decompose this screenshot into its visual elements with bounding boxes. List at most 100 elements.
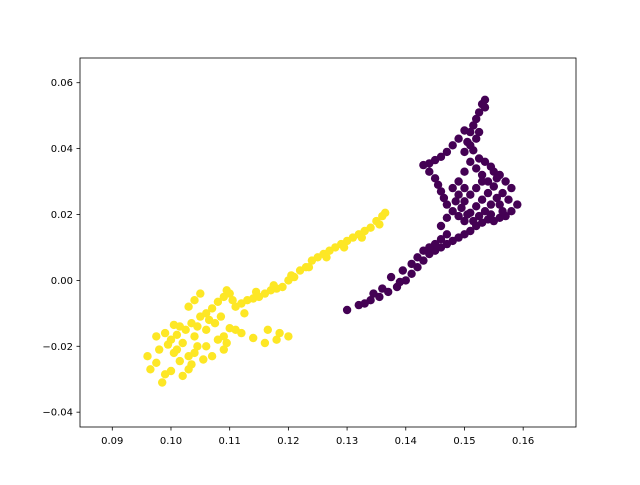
x-tick-label: 0.10 xyxy=(160,436,182,447)
scatter-point-s0-53 xyxy=(357,233,366,242)
scatter-point-s1-56 xyxy=(442,200,452,209)
scatter-point-s1-69 xyxy=(460,167,469,176)
scatter-point-s1-59 xyxy=(460,216,469,226)
x-axis-ticks: 0.09 0.10 0.11 0.12 0.13 0.14 0.15 0.16 xyxy=(101,427,534,447)
scatter-point-s0-93 xyxy=(219,332,228,341)
scatter-point-s0-67 xyxy=(275,328,284,338)
scatter-point-s1-109 xyxy=(480,103,490,112)
scatter-point-s1-0 xyxy=(342,305,352,315)
points-layer xyxy=(143,95,522,387)
x-tick-label: 0.09 xyxy=(101,436,123,447)
scatter-point-s0-52 xyxy=(375,220,384,229)
scatter-point-s1-96 xyxy=(407,259,416,269)
scatter-point-s1-88 xyxy=(486,210,496,219)
scatter-point-s1-27 xyxy=(498,188,507,198)
scatter-point-s1-44 xyxy=(454,134,463,143)
scatter-point-s0-24 xyxy=(228,296,237,305)
scatter-point-s0-19 xyxy=(207,304,217,313)
scatter-point-s1-65 xyxy=(483,177,493,186)
scatter-point-s0-89 xyxy=(152,332,161,341)
scatter-point-s1-63 xyxy=(483,188,493,198)
scatter-point-s1-45 xyxy=(448,141,457,150)
scatter-point-s1-74 xyxy=(466,190,475,199)
y-tick-label: 0.06 xyxy=(51,78,73,89)
y-tick-label: 0.02 xyxy=(51,210,73,221)
scatter-point-s1-94 xyxy=(419,246,428,255)
scatter-point-s0-76 xyxy=(187,360,196,369)
scatter-point-s1-26 xyxy=(504,195,513,204)
scatter-point-s0-57 xyxy=(287,271,296,280)
scatter-point-s1-40 xyxy=(474,108,484,117)
scatter-point-s0-94 xyxy=(222,338,231,348)
scatter-point-s1-67 xyxy=(472,164,481,173)
scatter-point-s1-52 xyxy=(430,174,440,183)
scatter-point-s1-73 xyxy=(460,197,469,206)
scatter-point-s1-79 xyxy=(457,203,466,213)
scatter-point-s1-57 xyxy=(448,207,457,216)
x-tick-label: 0.15 xyxy=(453,436,475,447)
y-tick-label: −0.02 xyxy=(42,342,73,353)
scatter-point-s1-55 xyxy=(439,193,449,203)
scatter-point-s1-105 xyxy=(460,147,469,157)
scatter-point-s1-77 xyxy=(460,183,469,193)
scatter-point-s1-95 xyxy=(413,253,422,262)
scatter-point-s1-82 xyxy=(474,211,484,221)
scatter-point-s1-108 xyxy=(474,127,484,137)
scatter-point-s1-66 xyxy=(477,170,487,180)
scatter-point-s1-84 xyxy=(486,200,496,209)
scatter-point-s0-59 xyxy=(251,287,261,297)
scatter-point-s0-86 xyxy=(196,289,205,298)
y-tick-label: 0.04 xyxy=(51,144,73,155)
scatter-point-s1-25 xyxy=(513,200,522,209)
scatter-point-s1-39 xyxy=(472,114,481,124)
scatter-point-s1-86 xyxy=(495,200,504,209)
scatter-point-s1-62 xyxy=(477,195,487,204)
scatter-point-s1-76 xyxy=(477,177,487,186)
scatter-point-s0-3 xyxy=(158,378,167,387)
scatter-point-s1-17 xyxy=(466,226,475,236)
scatter-point-s1-72 xyxy=(454,190,463,199)
scatter-point-s1-50 xyxy=(419,160,428,170)
scatter-point-s1-54 xyxy=(436,187,446,196)
x-tick-label: 0.14 xyxy=(395,436,417,447)
scatter-point-s0-8 xyxy=(172,330,182,339)
scatter-point-s0-63 xyxy=(249,333,258,343)
scatter-point-s1-51 xyxy=(425,167,434,176)
scatter-point-s1-90 xyxy=(442,230,452,239)
scatter-point-s0-91 xyxy=(169,320,179,330)
scatter-point-s1-106 xyxy=(466,141,475,150)
scatter-point-s1-101 xyxy=(360,299,369,308)
scatter-point-s0-33 xyxy=(278,282,287,292)
scatter-point-s0-11 xyxy=(166,366,176,376)
scatter-point-s0-23 xyxy=(222,286,231,295)
y-axis-ticks: −0.04 −0.02 0.00 0.02 0.04 0.06 xyxy=(42,78,80,419)
scatter-point-s0-1 xyxy=(152,358,161,367)
scatter-point-s0-92 xyxy=(184,352,193,361)
x-tick-label: 0.12 xyxy=(277,436,299,447)
scatter-point-s1-87 xyxy=(498,207,507,216)
scatter-point-s0-80 xyxy=(202,325,211,334)
scatter-point-s0-5 xyxy=(155,345,164,354)
scatter-point-s1-99 xyxy=(378,284,387,293)
x-tick-label: 0.11 xyxy=(219,436,241,447)
scatter-point-s0-51 xyxy=(381,208,390,217)
scatter-point-s1-7 xyxy=(407,269,416,278)
scatter-point-s0-18 xyxy=(202,309,211,318)
scatter-point-s1-43 xyxy=(460,126,469,135)
scatter-point-s1-32 xyxy=(486,162,496,171)
scatter-point-s1-102 xyxy=(395,277,405,287)
scatter-point-s1-46 xyxy=(442,147,452,157)
scatter-point-s1-91 xyxy=(436,235,446,244)
scatter-point-s0-73 xyxy=(199,355,208,364)
y-tick-label: −0.04 xyxy=(42,408,73,419)
scatter-point-s1-71 xyxy=(448,183,457,193)
scatter-point-s0-88 xyxy=(190,296,199,305)
scatter-point-s0-78 xyxy=(178,338,187,348)
scatter-point-s1-80 xyxy=(463,210,472,219)
scatter-point-s0-71 xyxy=(202,342,211,351)
scatter-point-s1-89 xyxy=(492,174,501,183)
scatter-point-s1-24 xyxy=(507,207,516,216)
scatter-point-s0-0 xyxy=(143,352,152,361)
